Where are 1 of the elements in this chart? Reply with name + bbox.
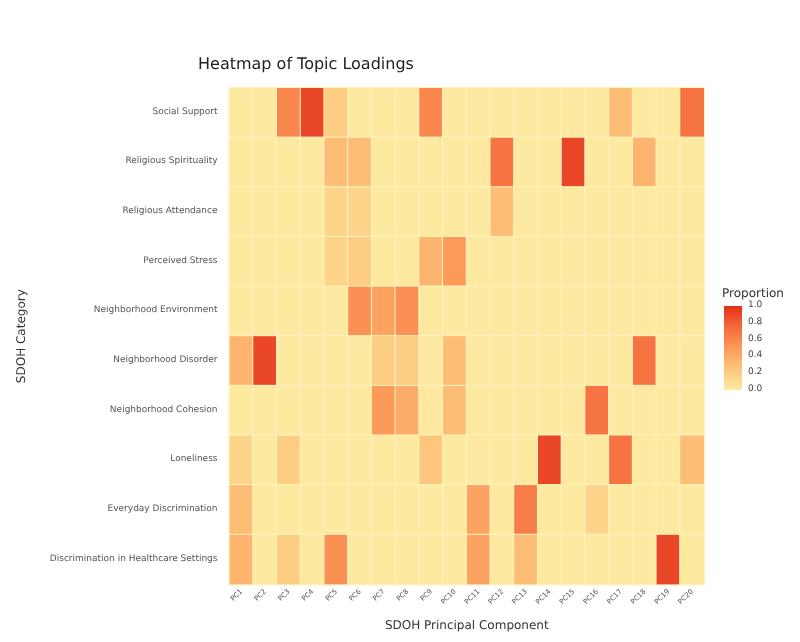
- chart-title: Heatmap of Topic Loadings: [198, 55, 414, 73]
